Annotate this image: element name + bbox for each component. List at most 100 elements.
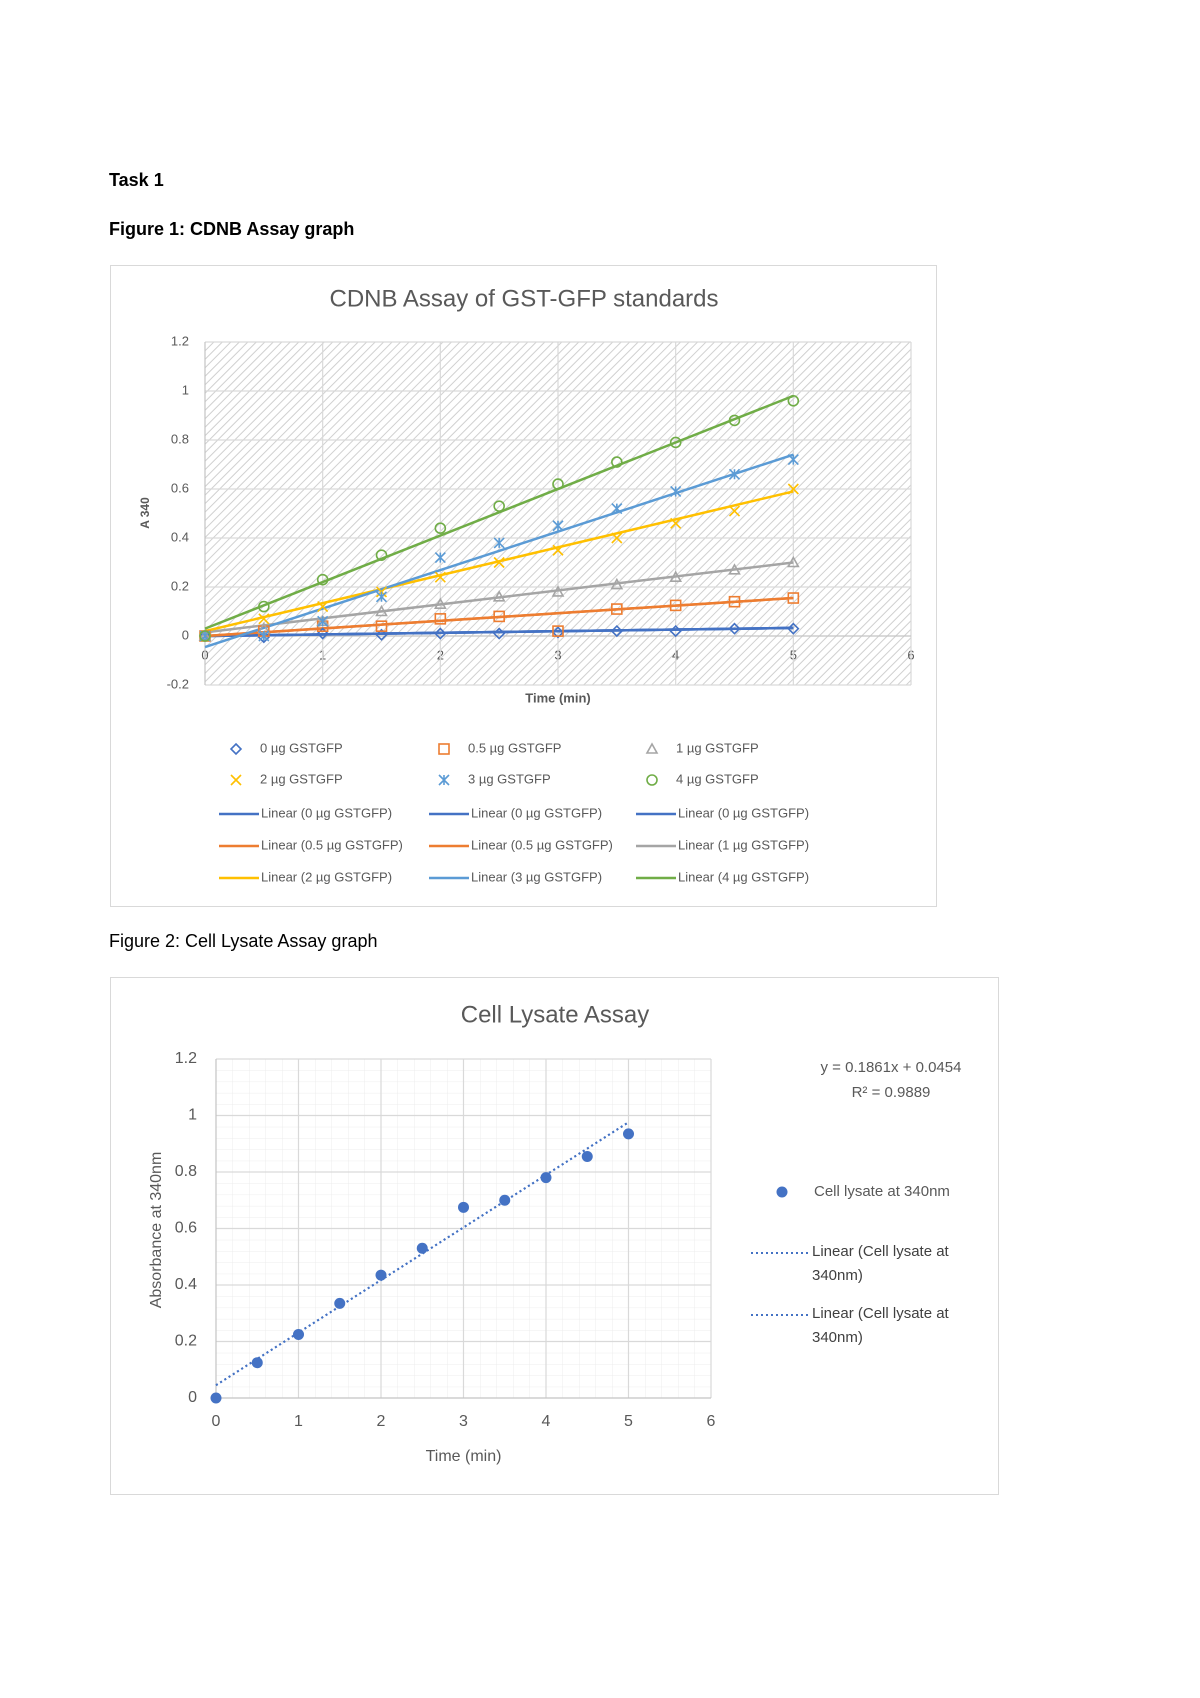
y-tick-label: 0.4 (171, 529, 189, 544)
marker (434, 552, 446, 564)
marker (493, 500, 505, 512)
marker (728, 468, 741, 480)
marker (669, 624, 682, 638)
marker (317, 601, 329, 613)
marker (552, 520, 564, 532)
trendline (204, 561, 794, 634)
marker (293, 1328, 304, 1340)
marker (499, 1194, 511, 1206)
marker (728, 505, 741, 517)
marker (611, 503, 623, 515)
y-tick-label: 0.6 (175, 1220, 197, 1237)
legend-label: Linear (0 µg GSTGFP) (471, 805, 602, 820)
marker (438, 774, 450, 786)
marker (334, 1297, 346, 1309)
y-tick-label: 0.4 (175, 1276, 197, 1293)
y-tick-label: 1.2 (175, 1050, 197, 1067)
legend-label: 3 µg GSTGFP (468, 771, 551, 786)
chart-title: Cell Lysate Assay (461, 1001, 650, 1028)
marker (611, 603, 623, 615)
trendline (204, 626, 794, 638)
x-tick-label: 6 (707, 1413, 716, 1430)
marker (669, 570, 683, 583)
legend-label: Linear (3 µg GSTGFP) (471, 869, 602, 884)
marker (669, 436, 682, 449)
marker (610, 624, 623, 638)
legend-label: Linear (4 µg GSTGFP) (678, 869, 809, 884)
marker (669, 599, 682, 612)
y-tick-label: 1.2 (171, 333, 189, 348)
marker (230, 774, 242, 786)
trendline (204, 596, 794, 638)
y-axis-title: Absorbance at 340nm (148, 1152, 165, 1309)
marker (316, 573, 329, 586)
marker (258, 613, 270, 625)
y-tick-label: 1 (182, 382, 189, 397)
trendline-equation: R² = 0.9889 (852, 1084, 931, 1101)
y-tick-label: 0.8 (175, 1163, 197, 1180)
legend-item: Linear (Cell lysate at 340nm) (812, 1305, 949, 1346)
marker (787, 622, 800, 635)
marker (552, 478, 564, 490)
marker (251, 1357, 263, 1369)
marker (540, 1172, 552, 1184)
marker (434, 522, 447, 535)
marker (375, 1269, 387, 1281)
figure-caption: Figure 1: CDNB Assay graph (109, 219, 355, 239)
marker (229, 742, 243, 756)
marker (728, 622, 741, 635)
marker (375, 604, 388, 617)
marker (670, 517, 682, 529)
marker (258, 630, 270, 642)
marker (438, 743, 450, 755)
marker (375, 628, 388, 641)
marker (787, 395, 800, 407)
marker (458, 1201, 469, 1213)
x-axis-title: Time (min) (426, 1448, 502, 1465)
y-tick-label: 0 (188, 1389, 197, 1406)
x-tick-label: 4 (542, 1413, 551, 1430)
marker (786, 555, 800, 568)
legend-label: 0.5 µg GSTGFP (468, 740, 561, 755)
legend-label: 0 µg GSTGFP (260, 740, 343, 755)
x-tick-label: 3 (459, 1413, 468, 1430)
marker (552, 544, 564, 556)
marker (375, 549, 388, 561)
legend-label: 4 µg GSTGFP (676, 771, 759, 786)
x-tick-label: 1 (294, 1413, 303, 1430)
x-axis-title: Time (min) (525, 690, 591, 705)
marker (551, 626, 565, 639)
marker (493, 627, 506, 640)
marker (258, 600, 270, 613)
legend-label: Linear (Cell lysate at 340nm) (812, 1305, 949, 1346)
marker (434, 571, 446, 583)
marker (670, 485, 682, 498)
marker (493, 556, 505, 569)
y-tick-label: 0 (182, 627, 189, 642)
chart: CDNB Assay of GST-GFP standards -0.2 0 0.2 0… (110, 265, 937, 907)
marker (551, 585, 565, 597)
marker (728, 595, 741, 608)
trendline (204, 453, 794, 649)
legend-label: Linear (1 µg GSTGFP) (678, 837, 809, 852)
legend-label: Linear (0.5 µg GSTGFP) (471, 837, 613, 852)
marker (645, 742, 659, 754)
marker (623, 1128, 634, 1140)
marker (434, 627, 447, 640)
marker (611, 456, 623, 468)
legend-label: Linear (Cell lysate at 340nm) (812, 1243, 949, 1284)
chart-title: CDNB Assay of GST-GFP standards (329, 285, 718, 312)
figure-caption: Figure 2: Cell Lysate Assay graph (109, 931, 378, 951)
x-tick-label: 5 (624, 1413, 633, 1430)
marker (493, 537, 505, 549)
trendline (215, 1121, 630, 1387)
marker (375, 591, 388, 603)
marker (787, 592, 800, 604)
legend-label: Linear (0 µg GSTGFP) (261, 805, 392, 820)
marker (375, 620, 388, 633)
trendline (204, 394, 794, 630)
marker (210, 1392, 222, 1404)
legend-label: 1 µg GSTGFP (676, 740, 759, 755)
y-tick-label: 1 (188, 1107, 197, 1124)
